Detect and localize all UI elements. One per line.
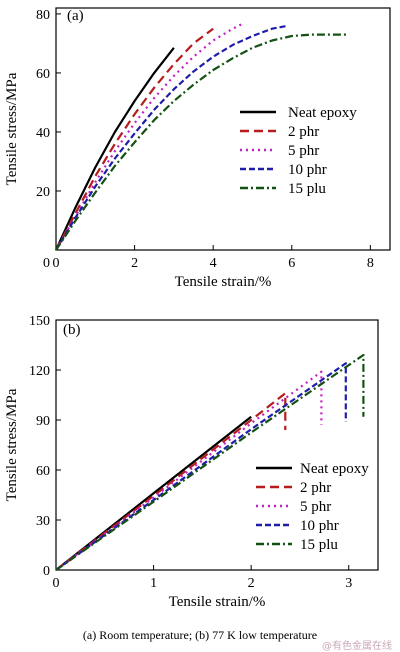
panel-label: (a) <box>67 8 84 24</box>
legend-label: 2 phr <box>300 480 331 496</box>
legend-label: 5 phr <box>300 499 331 515</box>
y-tick-label: 120 <box>29 364 50 379</box>
y-tick-label: 80 <box>36 8 50 23</box>
y-axis-label: Tensile stress/MPa <box>4 388 20 501</box>
x-tick-label: 2 <box>131 256 138 271</box>
legend-label: 10 phr <box>288 162 327 178</box>
legend-label: Neat epoxy <box>288 105 357 121</box>
y-tick-label: 60 <box>36 464 50 479</box>
legend-label: 15 plu <box>300 537 338 553</box>
watermark: @有色金属在线 <box>322 641 392 652</box>
y-tick-label: 90 <box>36 414 50 429</box>
x-tick-label: 4 <box>210 256 217 271</box>
y-tick-label: 60 <box>36 67 50 82</box>
series-line-4 <box>55 24 289 251</box>
series-line-3 <box>55 370 323 571</box>
series-line-1 <box>54 47 175 251</box>
x-tick-label: 3 <box>345 576 352 591</box>
y-tick-label: 30 <box>36 514 50 529</box>
x-tick-label: 1 <box>150 576 157 591</box>
y-tick-label: 40 <box>36 126 50 141</box>
x-tick-label: 0 <box>43 256 50 271</box>
legend-label: Neat epoxy <box>300 461 369 477</box>
x-tick-label: 2 <box>248 576 255 591</box>
legend-label: 10 phr <box>300 518 339 534</box>
x-axis-label: Tensile strain/% <box>175 274 272 290</box>
y-axis-label: Tensile stress/MPa <box>4 72 20 185</box>
series-line-2 <box>55 27 214 251</box>
series-line-3 <box>55 21 246 251</box>
figure-caption: (a) Room temperature; (b) 77 K low tempe… <box>82 628 318 642</box>
x-tick-label: 8 <box>367 256 374 271</box>
plot-frame <box>55 7 391 251</box>
legend-label: 2 phr <box>288 124 319 140</box>
panel-label: (b) <box>63 322 81 338</box>
series-line-5 <box>55 33 347 251</box>
plot-frame <box>55 319 379 571</box>
x-tick-label: 0 <box>53 576 60 591</box>
legend-label: 15 plu <box>288 181 326 197</box>
chart-panel-1: 0 2 4 6 8 20 40 60 80 0 Tensile strain/% Tensile st… <box>4 7 391 290</box>
x-tick-label: 0 <box>53 256 60 271</box>
series-line-5 <box>55 353 365 571</box>
y-tick-label: 0 <box>43 564 50 579</box>
x-tick-label: 6 <box>288 256 295 271</box>
legend-label: 5 phr <box>288 143 319 159</box>
y-tick-label: 20 <box>36 185 50 200</box>
y-tick-label: 150 <box>29 314 50 329</box>
x-axis-label: Tensile strain/% <box>169 594 266 610</box>
series-line-1 <box>55 415 252 571</box>
